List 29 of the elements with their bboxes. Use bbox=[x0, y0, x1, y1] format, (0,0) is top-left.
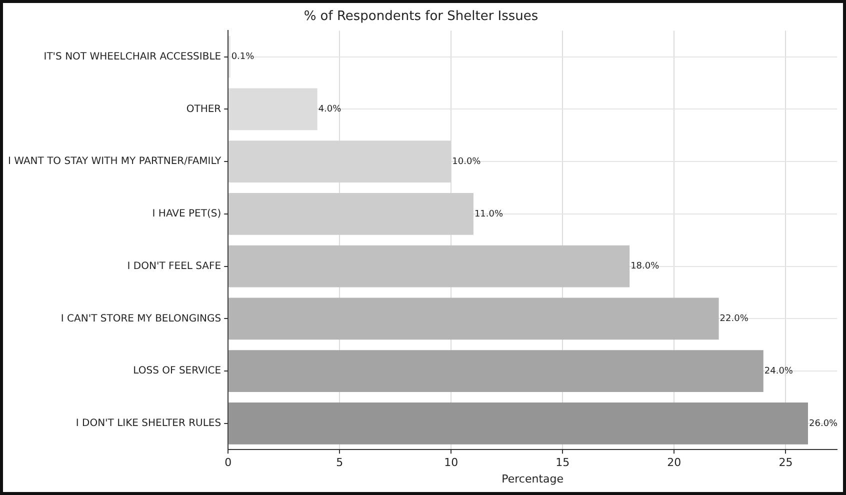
data-label: 22.0% bbox=[720, 314, 749, 324]
y-tick-label: I HAVE PET(S) bbox=[152, 208, 222, 220]
x-axis-title: Percentage bbox=[502, 472, 564, 486]
y-tick-label: I DON'T LIKE SHELTER RULES bbox=[76, 418, 222, 430]
y-tick-label: I DON'T FEEL SAFE bbox=[127, 260, 222, 272]
data-label: 11.0% bbox=[474, 209, 504, 220]
data-label: 4.0% bbox=[318, 104, 342, 115]
y-tick-label: I CAN'T STORE MY BELONGINGS bbox=[60, 313, 222, 324]
bar bbox=[228, 402, 808, 444]
bar bbox=[228, 298, 719, 340]
data-label: 0.1% bbox=[231, 52, 255, 62]
y-tick-label: I WANT TO STAY WITH MY PARTNER/FAMILY bbox=[8, 156, 222, 168]
bar bbox=[228, 245, 630, 288]
x-tick-label: 20 bbox=[667, 456, 682, 470]
x-tick-label: 0 bbox=[224, 456, 232, 470]
x-tick-label: 25 bbox=[778, 456, 793, 470]
y-tick-label: IT'S NOT WHEELCHAIR ACCESSIBLE bbox=[44, 51, 222, 62]
x-tick-label: 5 bbox=[336, 456, 344, 470]
data-label: 18.0% bbox=[630, 262, 660, 272]
y-tick-label: LOSS OF SERVICE bbox=[133, 366, 222, 377]
data-label: 24.0% bbox=[764, 366, 794, 376]
chart-title: % of Respondents for Shelter Issues bbox=[304, 9, 538, 24]
x-tick-label: 15 bbox=[556, 456, 570, 470]
y-tick-label: OTHER bbox=[186, 104, 222, 115]
data-label: 10.0% bbox=[452, 156, 482, 167]
bar bbox=[228, 192, 474, 235]
data-label: 26.0% bbox=[809, 418, 838, 429]
bar bbox=[228, 350, 764, 392]
x-tick-label: 10 bbox=[444, 456, 458, 470]
